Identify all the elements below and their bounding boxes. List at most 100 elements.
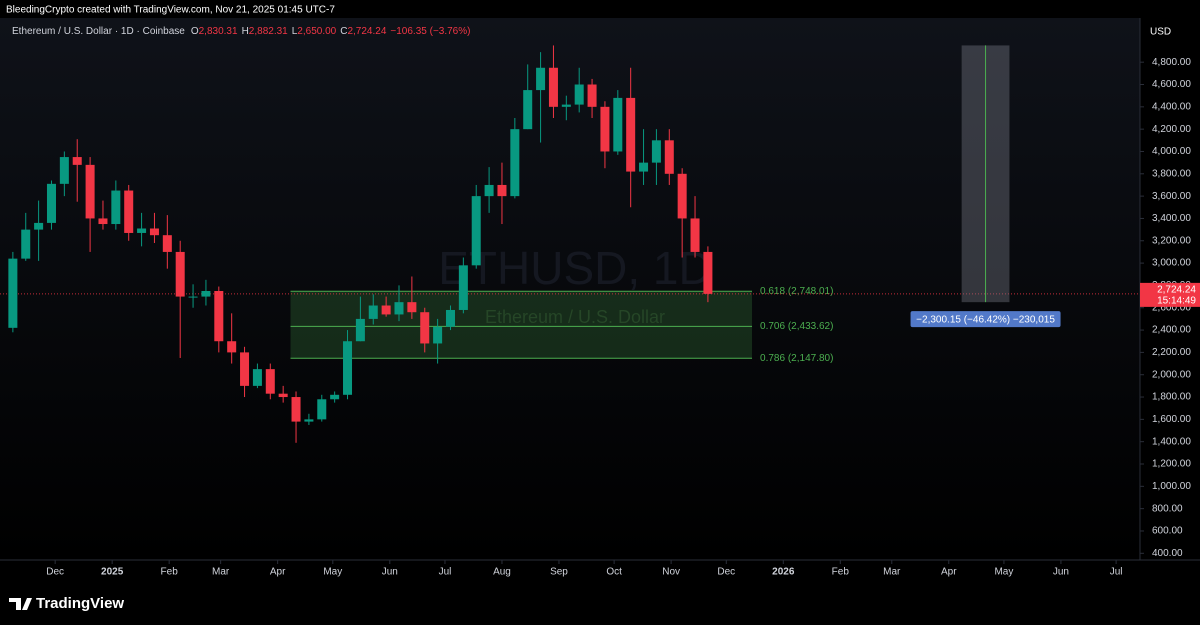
x-tick-label: Sep (550, 567, 568, 578)
candle-body (8, 258, 18, 328)
y-tick-label: 3,800.00 (1152, 168, 1191, 179)
candle-body (523, 90, 533, 130)
candle-body (703, 251, 713, 294)
ohlc-key: O (191, 26, 199, 37)
measure-label-bg (910, 311, 1061, 328)
candle-body (651, 140, 661, 163)
candle-body (21, 229, 31, 259)
y-tick-label: 3,000.00 (1152, 258, 1191, 269)
candle-body (626, 97, 636, 172)
y-tick-label: 2,200.00 (1152, 347, 1191, 358)
candle-body (343, 341, 353, 395)
x-tick-label: Aug (493, 567, 511, 578)
candle-body (46, 183, 56, 223)
candle-body (317, 399, 327, 420)
candle-body (497, 184, 507, 197)
change: −106.35 (−3.76%) (390, 26, 470, 37)
fib-label: 0.706 (2,433.62) (760, 321, 833, 332)
candle-body (664, 140, 674, 174)
candle-body (639, 162, 649, 172)
y-tick-label: 1,400.00 (1152, 436, 1191, 447)
ohlc-value: 2,830.31 (199, 26, 238, 37)
candle-body (291, 397, 301, 422)
logo-icon (9, 598, 32, 610)
measure-label: −2,300.15 (−46.42%) −230,015 (916, 314, 1055, 325)
candle-body (85, 164, 95, 219)
candle-body (214, 291, 224, 342)
candle-body (124, 190, 134, 233)
candle-body (137, 228, 147, 233)
candle-body (394, 302, 404, 315)
candle-body (407, 302, 417, 313)
candle-body (613, 97, 623, 152)
candle-body (574, 84, 584, 105)
x-tick-label: Oct (606, 567, 622, 578)
y-tick-label: 1,600.00 (1152, 414, 1191, 425)
x-tick-label: Jun (382, 567, 398, 578)
ohlc-key: L (292, 26, 298, 37)
ohlc-value: 2,650.00 (297, 26, 336, 37)
y-tick-label: 4,200.00 (1152, 124, 1191, 135)
fib-label: 0.786 (2,147.80) (760, 353, 833, 364)
candle-body (330, 394, 340, 400)
candle-body (59, 157, 69, 184)
x-tick-label: May (994, 567, 1013, 578)
x-tick-label: 2025 (101, 567, 124, 578)
ohlc-value: 2,724.24 (347, 26, 386, 37)
candle-body (381, 305, 391, 315)
ohlc-key: C (340, 26, 347, 37)
x-tick-label: Dec (46, 567, 64, 578)
brand: TradingView (36, 595, 124, 612)
candle-body (240, 352, 250, 386)
y-tick-label: 2,600.00 (1152, 302, 1191, 313)
candle-body (458, 265, 468, 310)
candle-body (355, 318, 365, 342)
candle-body (368, 305, 378, 319)
x-tick-label: Mar (883, 567, 901, 578)
y-tick-label: 800.00 (1152, 503, 1183, 514)
candle-body (252, 369, 262, 386)
x-tick-label: Feb (161, 567, 179, 578)
y-tick-label: 4,400.00 (1152, 101, 1191, 112)
y-tick-label: 1,000.00 (1152, 481, 1191, 492)
candle-body (72, 157, 82, 165)
plot: 400.00 600.00 800.00 1,000.00 1,200.00 1,400.… (0, 45, 1200, 578)
x-tick-label: Jun (1053, 567, 1069, 578)
candle-body (548, 67, 558, 107)
x-tick-label: Dec (717, 567, 735, 578)
candle-body (111, 190, 121, 225)
x-tick-label: May (323, 567, 342, 578)
plot-area (0, 18, 1140, 560)
candle-body (175, 251, 185, 297)
fib-zone (290, 291, 753, 359)
x-tick-label: Apr (270, 567, 286, 578)
y-tick-label: 2,400.00 (1152, 325, 1191, 336)
y-tick-label: 4,800.00 (1152, 57, 1191, 68)
ohlc-value: 2,882.31 (249, 26, 288, 37)
candle-body (304, 419, 314, 422)
candle-body (278, 393, 288, 398)
x-tick-label: Jul (439, 567, 452, 578)
candle-body (536, 67, 546, 91)
y-tick-label: 4,000.00 (1152, 146, 1191, 157)
fib-label: 0.618 (2,748.01) (760, 286, 833, 297)
y-tick-label: 600.00 (1152, 526, 1183, 537)
y-tick-label: 3,600.00 (1152, 191, 1191, 202)
candle-body (510, 129, 520, 197)
y-tick-label: 1,800.00 (1152, 392, 1191, 403)
candle-body (600, 106, 610, 152)
candle-body (561, 104, 571, 107)
symbol-legend: Ethereum / U.S. Dollar · 1D · Coinbase O2… (12, 26, 470, 37)
attribution: BleedingCrypto created with TradingView.… (6, 5, 335, 16)
candle-body (690, 218, 700, 252)
x-tick-label: Mar (212, 567, 230, 578)
x-tick-label: 2026 (772, 567, 795, 578)
logo: TradingView (9, 595, 124, 612)
price-tag-countdown: 15:14:49 (1157, 296, 1196, 307)
watermark-name: Ethereum / U.S. Dollar (485, 307, 665, 327)
x-tick-label: Apr (941, 567, 957, 578)
candle-body (420, 312, 430, 344)
candle-body (162, 235, 172, 252)
currency: USD (1150, 27, 1171, 38)
